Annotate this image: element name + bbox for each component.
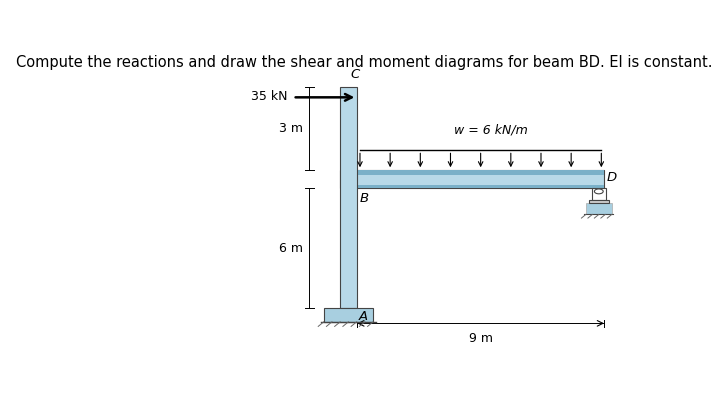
Text: D: D bbox=[606, 171, 616, 184]
Text: B: B bbox=[360, 192, 368, 205]
Bar bbox=[589, 200, 609, 203]
Text: C: C bbox=[350, 68, 359, 81]
Bar bbox=[324, 308, 373, 322]
Bar bbox=[340, 185, 604, 188]
Bar bbox=[586, 203, 611, 214]
Bar bbox=[592, 188, 606, 200]
Text: 35 kN: 35 kN bbox=[251, 90, 287, 103]
Text: w = 6 kN/m: w = 6 kN/m bbox=[454, 124, 528, 137]
Circle shape bbox=[594, 189, 603, 194]
Text: A: A bbox=[359, 310, 368, 323]
Text: 6 m: 6 m bbox=[279, 242, 303, 255]
Text: 9 m: 9 m bbox=[469, 332, 493, 345]
Bar bbox=[340, 87, 357, 308]
Text: 3 m: 3 m bbox=[279, 122, 303, 135]
Bar bbox=[340, 170, 604, 175]
Bar bbox=[340, 170, 604, 188]
Text: Compute the reactions and draw the shear and moment diagrams for beam BD. EI is : Compute the reactions and draw the shear… bbox=[16, 55, 711, 70]
